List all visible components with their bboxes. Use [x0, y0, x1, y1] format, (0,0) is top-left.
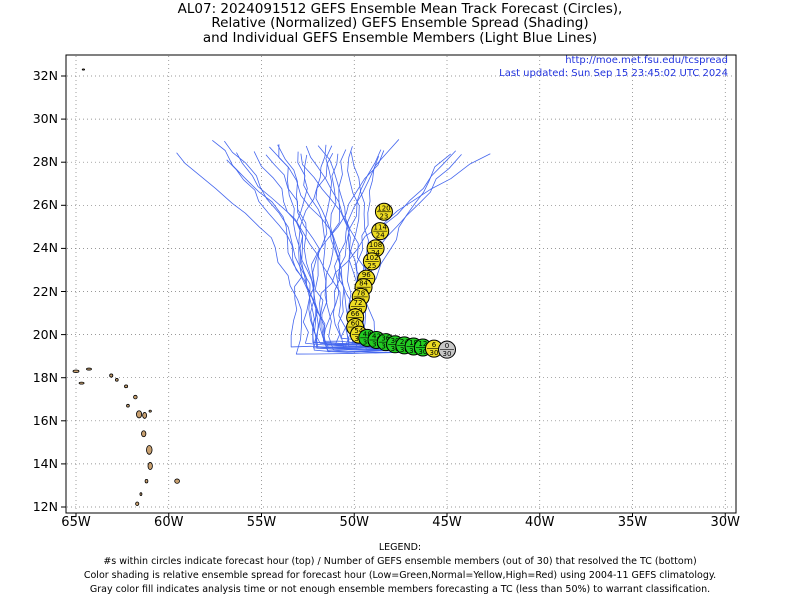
forecast-hour-label: 42 [372, 332, 381, 340]
island-shape [141, 430, 147, 438]
island-shape [126, 403, 130, 408]
y-tick-label: 22N [32, 283, 58, 299]
x-tick-label: 35W [617, 515, 648, 530]
forecast-hour-label: 48 [363, 330, 372, 338]
legend-line-1: #s within circles indicate forecast hour… [103, 556, 697, 567]
forecast-hour-label: 24 [400, 338, 409, 346]
island-shape [72, 369, 80, 373]
island-shape [148, 409, 152, 413]
island-shape [124, 384, 129, 389]
y-tick-label: 28N [32, 154, 58, 170]
x-tick-label: 50W [339, 515, 369, 530]
island-shape [115, 378, 119, 382]
member-count-label: 24 [371, 249, 380, 257]
x-tick-label: 30W [710, 515, 740, 530]
y-tick-label: 32N [32, 68, 58, 83]
forecast-hour-label: 60 [351, 320, 360, 328]
y-tick-label: 30N [32, 111, 58, 127]
island-shape [109, 373, 114, 378]
island-shape [174, 478, 180, 484]
forecast-hour-label: 36 [381, 335, 390, 343]
ensemble-member-line [176, 152, 444, 355]
island-shape [136, 410, 143, 419]
member-count-label: 30 [400, 346, 409, 354]
forecast-hour-label: 18 [409, 339, 418, 347]
y-tick-label: 20N [32, 326, 58, 342]
island-shape [81, 68, 86, 71]
x-tick-label: 40W [525, 515, 555, 530]
member-count-label: 30 [381, 343, 390, 351]
ensemble-member-line [278, 144, 446, 354]
island-shape [146, 445, 153, 455]
ensemble-member-line [296, 154, 449, 351]
forecast-hour-label: 114 [374, 224, 388, 232]
island-shape [86, 367, 92, 371]
member-count-label: 23 [379, 212, 388, 220]
member-count-label: 24 [376, 232, 385, 240]
legend-heading: LEGEND: [378, 542, 422, 553]
forecast-hour-label: 120 [377, 204, 390, 212]
island-shape [142, 412, 148, 419]
forecast-hour-label: 12 [418, 340, 427, 348]
x-tick-label: 45W [432, 515, 462, 530]
y-tick-label: 12N [32, 499, 58, 514]
member-count-label: 25 [367, 262, 376, 270]
forecast-hour-label: 54 [354, 327, 363, 335]
x-tick-label: 65W [61, 515, 91, 530]
x-tick-label: 60W [154, 515, 184, 530]
legend-line-3: Gray color fill indicates analysis time … [89, 584, 711, 595]
mean-track-circles: 1202311424108241022596278430783072306630… [346, 202, 456, 359]
island-shape [133, 394, 138, 400]
member-count-label: 30 [418, 348, 427, 356]
member-count-label: 30 [391, 345, 400, 353]
member-count-label: 30 [372, 340, 381, 348]
graticule [61, 56, 735, 517]
chart-title-line-2: Relative (Normalized) GEFS Ensemble Spre… [211, 15, 589, 31]
forecast-hour-label: 0 [445, 342, 449, 350]
forecast-hour-label: 102 [365, 254, 378, 262]
forecast-hour-label: 78 [356, 289, 365, 297]
forecast-hour-label: 66 [351, 310, 360, 318]
y-tick-label: 24N [32, 240, 58, 256]
forecast-hour-label: 108 [369, 241, 382, 249]
island-shape [139, 492, 143, 496]
legend-line-2: Color shading is relative ensemble sprea… [83, 570, 717, 581]
y-tick-label: 26N [32, 197, 58, 213]
forecast-hour-label: 72 [353, 299, 362, 307]
forecast-hour-label: 96 [362, 271, 371, 279]
forecast-hour-label: 84 [359, 280, 368, 288]
member-count-label: 30 [430, 349, 439, 357]
member-count-label: 30 [443, 350, 452, 358]
forecast-hour-label: 30 [391, 337, 400, 345]
member-count-label: 30 [363, 338, 372, 346]
y-tick-label: 18N [32, 369, 58, 385]
forecast-hour-label: 6 [432, 341, 437, 349]
island-shape [135, 501, 140, 506]
island-shape [147, 462, 153, 471]
island-shape [144, 478, 149, 484]
chart-title-line-1: AL07: 2024091512 GEFS Ensemble Mean Trac… [177, 1, 623, 17]
island-shape [78, 381, 85, 385]
x-tick-label: 55W [246, 515, 277, 530]
chart-title-line-3: and Individual GEFS Ensemble Members (Li… [202, 30, 598, 46]
credit-url: http://moe.met.fsu.edu/tcspread [565, 55, 728, 66]
member-count-label: 30 [409, 347, 418, 355]
plot-frame [65, 54, 737, 514]
y-tick-label: 16N [32, 412, 58, 428]
last-updated-text: Last updated: Sun Sep 15 23:45:02 UTC 20… [499, 68, 728, 79]
y-tick-label: 14N [32, 455, 58, 471]
land-islands [72, 68, 180, 506]
